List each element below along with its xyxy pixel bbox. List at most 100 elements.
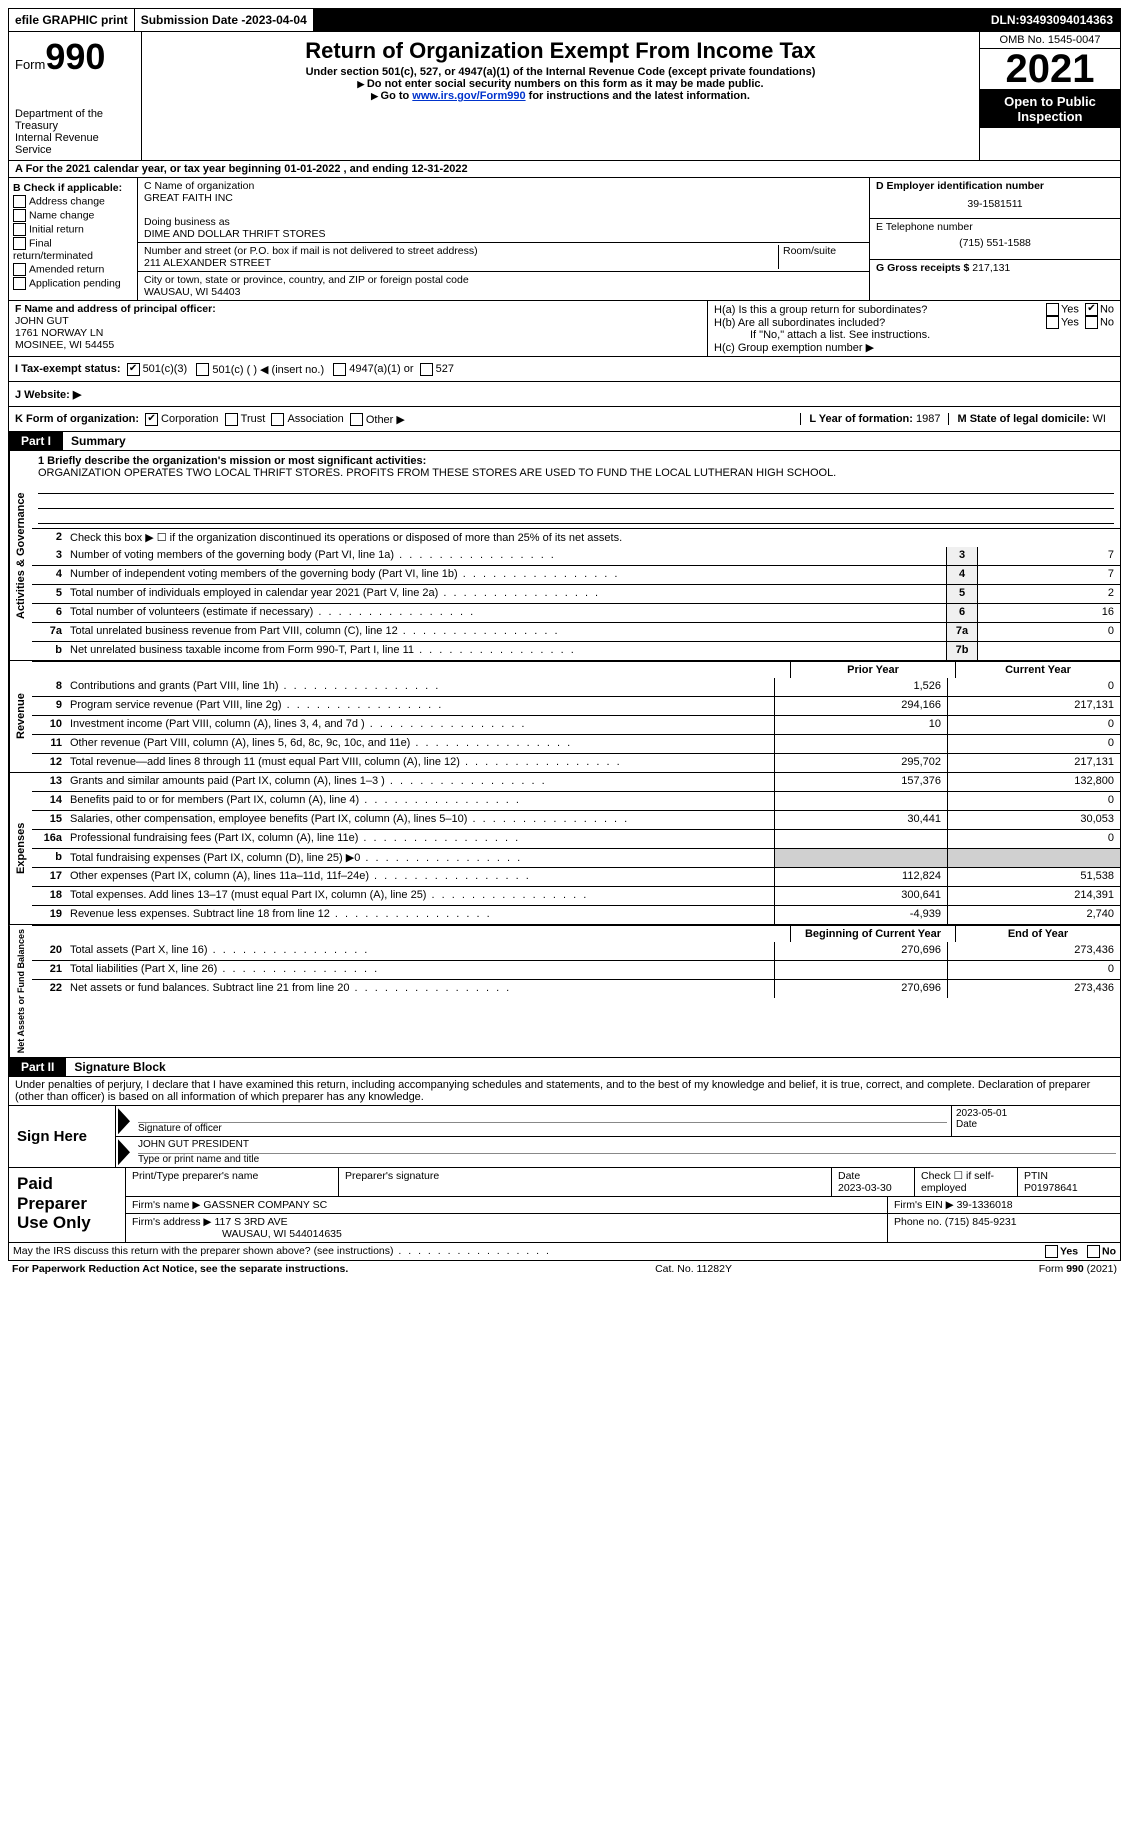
chk-amended[interactable]: Amended return [13, 263, 133, 276]
summary-line-21: 21Total liabilities (Part X, line 26)0 [32, 960, 1120, 979]
chk-address-change[interactable]: Address change [13, 195, 133, 208]
part-1-tab: Part I [9, 432, 63, 450]
submission-date: Submission Date - 2023-04-04 [135, 9, 313, 31]
ein-cell: D Employer identification number 39-1581… [870, 178, 1120, 219]
officer-signature-field[interactable]: Signature of officer [134, 1106, 951, 1136]
hb-yes[interactable] [1046, 316, 1059, 329]
chk-initial-return[interactable]: Initial return [13, 223, 133, 236]
revenue-col-header: Prior Year Current Year [32, 661, 1120, 678]
officer-name-field: JOHN GUT PRESIDENT Type or print name an… [134, 1137, 1120, 1167]
ha-no[interactable] [1085, 303, 1098, 316]
ein: 39-1581511 [876, 198, 1114, 210]
chk-other[interactable] [350, 413, 363, 426]
summary-line-15: 15Salaries, other compensation, employee… [32, 810, 1120, 829]
discuss-row: May the IRS discuss this return with the… [8, 1243, 1121, 1261]
chk-app-pending[interactable]: Application pending [13, 277, 133, 290]
preparer-date: Date2023-03-30 [832, 1168, 915, 1196]
chk-name-change[interactable]: Name change [13, 209, 133, 222]
year-formation: 1987 [916, 413, 940, 425]
summary-line-17: 17Other expenses (Part IX, column (A), l… [32, 867, 1120, 886]
efile-print-button[interactable]: efile GRAPHIC print [9, 9, 134, 31]
chk-assoc[interactable] [271, 413, 284, 426]
chk-trust[interactable] [225, 413, 238, 426]
tax-year: 2021 [980, 49, 1120, 90]
perjury-declaration: Under penalties of perjury, I declare th… [9, 1077, 1120, 1105]
form-number: Form990 [15, 36, 135, 78]
discuss-yes[interactable] [1045, 1245, 1058, 1258]
preparer-name-label: Print/Type preparer's name [126, 1168, 339, 1196]
room-suite: Room/suite [778, 245, 863, 269]
cat-no: Cat. No. 11282Y [655, 1263, 732, 1275]
hb-no[interactable] [1085, 316, 1098, 329]
gross-receipts: 217,131 [972, 262, 1010, 274]
telephone: (715) 551-1588 [876, 237, 1114, 249]
firm-name: Firm's name ▶ GASSNER COMPANY SC [126, 1197, 888, 1213]
col-end: End of Year [955, 926, 1120, 942]
row-a-tax-year: A For the 2021 calendar year, or tax yea… [8, 161, 1121, 178]
part-1-header: Part I Summary [8, 432, 1121, 451]
header-right: OMB No. 1545-0047 2021 Open to Public In… [979, 32, 1120, 160]
pra-notice: For Paperwork Reduction Act Notice, see … [12, 1263, 348, 1275]
sign-here-label: Sign Here [9, 1106, 116, 1167]
public-inspection: Open to Public Inspection [980, 90, 1120, 128]
dln: DLN: 93493094014363 [985, 9, 1119, 31]
tab-revenue: Revenue [9, 661, 32, 772]
chk-corp[interactable] [145, 413, 158, 426]
tab-net: Net Assets or Fund Balances [9, 925, 32, 1057]
chk-527[interactable] [420, 363, 433, 376]
summary-line-4: 4Number of independent voting members of… [32, 565, 1120, 584]
summary-line-20: 20Total assets (Part X, line 16)270,6962… [32, 942, 1120, 960]
phone-cell: E Telephone number (715) 551-1588 [870, 219, 1120, 260]
org-name-cell: C Name of organization GREAT FAITH INC D… [138, 178, 869, 243]
tab-expenses: Expenses [9, 773, 32, 924]
summary-line-13: 13Grants and similar amounts paid (Part … [32, 773, 1120, 791]
form-subtitle: Under section 501(c), 527, or 4947(a)(1)… [148, 66, 973, 78]
ha-yes[interactable] [1046, 303, 1059, 316]
summary-line-8: 8Contributions and grants (Part VIII, li… [32, 678, 1120, 696]
chk-4947[interactable] [333, 363, 346, 376]
box-b-title: B Check if applicable: [13, 182, 133, 194]
street-cell: Number and street (or P.O. box if mail i… [138, 243, 869, 272]
summary-line-7a: 7aTotal unrelated business revenue from … [32, 622, 1120, 641]
section-fh: F Name and address of principal officer:… [8, 301, 1121, 357]
org-name: GREAT FAITH INC [144, 192, 863, 204]
summary-line-6: 6Total number of volunteers (estimate if… [32, 603, 1120, 622]
form-header: Form990 Department of the Treasury Inter… [8, 32, 1121, 161]
discuss-no[interactable] [1087, 1245, 1100, 1258]
h-c: H(c) Group exemption number ▶ [714, 341, 1114, 354]
top-bar: efile GRAPHIC print Submission Date - 20… [8, 8, 1121, 32]
topbar-spacer [314, 9, 984, 31]
h-b: H(b) Are all subordinates included? YesN… [714, 316, 1114, 329]
irs-link[interactable]: www.irs.gov/Form990 [412, 90, 525, 102]
signature-block: Under penalties of perjury, I declare th… [8, 1077, 1121, 1168]
chk-501c3[interactable] [127, 363, 140, 376]
row-j: J Website: ▶ [8, 382, 1121, 407]
department-label: Department of the Treasury Internal Reve… [15, 108, 135, 156]
sig-arrow-icon [118, 1108, 130, 1134]
preparer-ptin: PTINP01978641 [1018, 1168, 1120, 1196]
box-deg: D Employer identification number 39-1581… [869, 178, 1120, 300]
h-a: H(a) Is this a group return for subordin… [714, 303, 1114, 316]
city-cell: City or town, state or province, country… [138, 272, 869, 300]
summary-line-3: 3Number of voting members of the governi… [32, 547, 1120, 565]
officer-name: JOHN GUT [15, 315, 69, 327]
sig-arrow-icon [118, 1139, 130, 1165]
summary-line-14: 14Benefits paid to or for members (Part … [32, 791, 1120, 810]
summary-line-22: 22Net assets or fund balances. Subtract … [32, 979, 1120, 998]
summary-ag: Activities & Governance 1 Briefly descri… [8, 451, 1121, 661]
tab-activities: Activities & Governance [9, 451, 32, 660]
summary-line-12: 12Total revenue—add lines 8 through 11 (… [32, 753, 1120, 772]
summary-line-b: bNet unrelated business taxable income f… [32, 641, 1120, 660]
col-prior: Prior Year [790, 662, 955, 678]
row-klm: K Form of organization: Corporation Trus… [8, 407, 1121, 432]
chk-final-return[interactable]: Final return/terminated [13, 237, 133, 262]
summary-line-18: 18Total expenses. Add lines 13–17 (must … [32, 886, 1120, 905]
row-i: I Tax-exempt status: 501(c)(3) 501(c) ( … [8, 357, 1121, 382]
preparer-self-emp[interactable]: Check ☐ if self-employed [915, 1168, 1018, 1196]
section-bcd: B Check if applicable: Address change Na… [8, 178, 1121, 301]
chk-501c[interactable] [196, 363, 209, 376]
paid-preparer-block: Paid Preparer Use Only Print/Type prepar… [8, 1168, 1121, 1243]
officer-addr2: MOSINEE, WI 54455 [15, 339, 114, 351]
net-col-header: Beginning of Current Year End of Year [32, 925, 1120, 942]
firm-address: Firm's address ▶ 117 S 3RD AVE WAUSAU, W… [126, 1214, 888, 1242]
